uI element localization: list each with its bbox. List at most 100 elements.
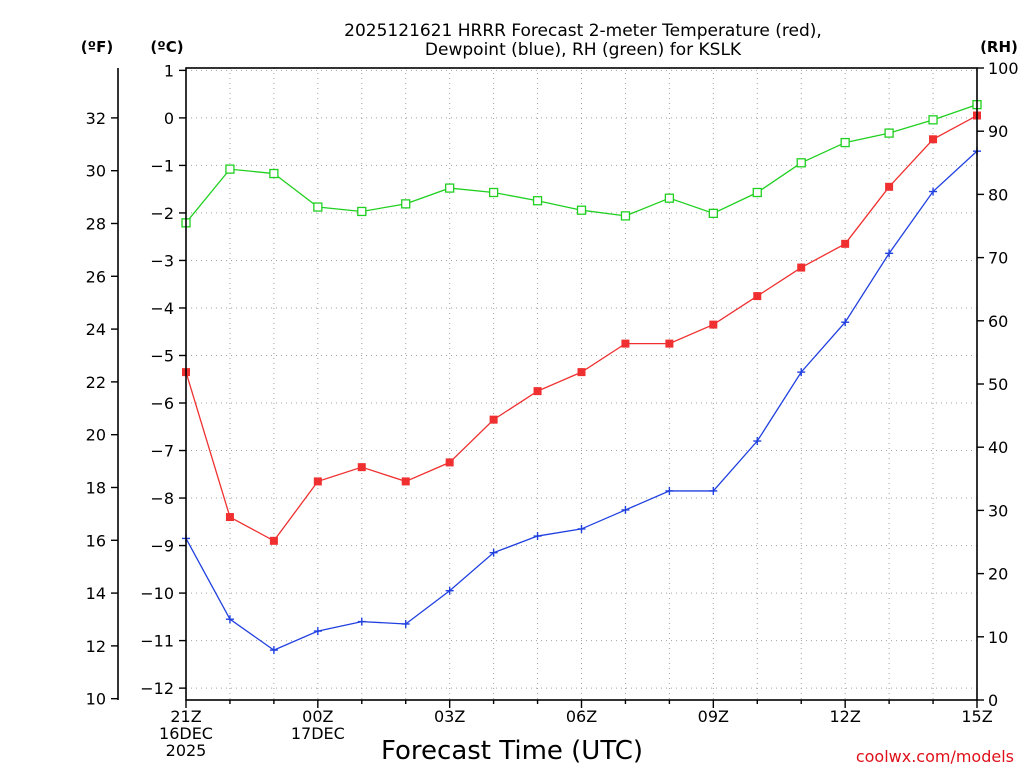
rh-point — [313, 202, 323, 212]
rh-tick-label: 80 — [988, 185, 1008, 204]
x-tick-label: 06Z — [566, 707, 597, 726]
axes-layer: 32302826242220181614121010−1−2−3−4−5−6−7… — [86, 59, 1019, 760]
dewpoint-point — [665, 486, 674, 495]
temperature-point — [357, 463, 366, 472]
rh-point — [269, 168, 279, 179]
celsius-axis-label: (ºC) — [150, 38, 183, 56]
rh-point — [752, 187, 762, 198]
temperature-point — [885, 182, 894, 191]
fahrenheit-tick-label: 30 — [86, 162, 106, 181]
dewpoint-point — [313, 627, 322, 636]
celsius-tick-label: 1 — [164, 61, 174, 80]
rh-point — [532, 196, 543, 206]
chart-title-line1: 2025121621 HRRR Forecast 2-meter Tempera… — [344, 21, 822, 41]
rh-tick-label: 90 — [988, 122, 1008, 141]
x-tick-label: 2025 — [166, 741, 207, 760]
rh-axis-label: (RH) — [980, 38, 1018, 56]
celsius-tick-label: −4 — [150, 299, 174, 318]
fahrenheit-tick-label: 16 — [86, 531, 106, 550]
rh-point — [357, 206, 367, 217]
x-tick-label: 15Z — [961, 707, 992, 726]
dewpoint-point — [841, 318, 850, 327]
x-tick-label: 00Z — [302, 707, 333, 726]
temperature-point — [533, 387, 542, 396]
dewpoint-point — [577, 524, 586, 533]
rh-tick-label: 10 — [988, 628, 1008, 647]
dewpoint-point — [709, 486, 718, 495]
dewpoint-point — [357, 617, 366, 626]
temperature-point — [401, 477, 410, 486]
chart-title-line2: Dewpoint (blue), RH (green) for KSLK — [425, 40, 742, 60]
x-tick-label: 03Z — [434, 707, 465, 726]
dewpoint-point — [621, 505, 630, 514]
fahrenheit-tick-label: 18 — [86, 478, 106, 497]
rh-point — [840, 137, 850, 148]
rh-tick-label: 70 — [988, 249, 1008, 268]
rh-point — [796, 158, 806, 168]
fahrenheit-tick-label: 32 — [86, 109, 106, 128]
celsius-tick-label: −6 — [150, 394, 174, 413]
x-axis-title: Forecast Time (UTC) — [381, 736, 643, 766]
x-tick-label: 09Z — [698, 707, 729, 726]
celsius-tick-label: −12 — [140, 679, 174, 698]
celsius-tick-label: 0 — [164, 109, 174, 128]
dewpoint-point — [401, 619, 410, 628]
temperature-point — [929, 135, 938, 144]
rh-tick-label: 100 — [988, 59, 1019, 78]
celsius-tick-label: −2 — [150, 204, 174, 223]
celsius-tick-label: −8 — [150, 489, 174, 508]
rh-point — [445, 183, 455, 193]
fahrenheit-tick-label: 28 — [86, 214, 106, 233]
x-tick-label: 21Z — [170, 707, 201, 726]
fahrenheit-tick-label: 22 — [86, 373, 106, 392]
fahrenheit-tick-label: 26 — [86, 267, 106, 286]
temperature-point — [841, 239, 850, 248]
dewpoint-point — [753, 437, 762, 446]
rh-point — [576, 205, 587, 215]
dewpoint-point — [489, 548, 498, 557]
rh-point — [488, 187, 499, 198]
dewpoint-point — [797, 368, 806, 377]
temperature-point — [709, 320, 718, 329]
celsius-tick-label: −10 — [140, 584, 174, 603]
fahrenheit-axis-label: (ºF) — [81, 38, 113, 56]
celsius-tick-label: −3 — [150, 251, 174, 270]
rh-tick-label: 30 — [988, 501, 1008, 520]
fahrenheit-tick-label: 14 — [86, 584, 106, 603]
rh-tick-label: 60 — [988, 312, 1008, 331]
fahrenheit-tick-label: 10 — [86, 690, 106, 709]
celsius-tick-label: −9 — [150, 537, 174, 556]
dewpoint-point — [225, 615, 234, 624]
temperature-point — [225, 513, 234, 522]
celsius-tick-label: −1 — [150, 156, 174, 175]
rh-point — [884, 128, 894, 138]
fahrenheit-tick-label: 24 — [86, 320, 106, 339]
rh-point — [708, 208, 718, 219]
celsius-tick-label: −7 — [150, 442, 174, 461]
temperature-point — [665, 339, 674, 348]
fahrenheit-tick-label: 20 — [86, 426, 106, 445]
rh-point — [664, 193, 675, 203]
rh-point — [225, 164, 235, 174]
dewpoint-point — [269, 646, 278, 655]
rh-tick-label: 40 — [988, 438, 1008, 457]
temperature-point — [489, 415, 498, 424]
temperature-point — [269, 536, 278, 545]
temperature-point — [313, 477, 322, 486]
dewpoint-point — [533, 532, 542, 541]
dewpoint-point — [445, 586, 454, 595]
temperature-point — [621, 339, 630, 348]
temperature-point — [577, 368, 586, 377]
dewpoint-point — [929, 187, 938, 196]
temperature-point — [753, 292, 762, 301]
rh-tick-label: 0 — [988, 691, 998, 710]
rh-point — [620, 211, 631, 221]
x-tick-label: 16DEC — [159, 724, 213, 743]
credit-text: coolwx.com/models — [856, 747, 1014, 766]
rh-tick-label: 50 — [988, 375, 1008, 394]
rh-tick-label: 20 — [988, 565, 1008, 584]
temperature-point — [445, 458, 454, 467]
dewpoint-point — [885, 249, 894, 258]
celsius-tick-label: −11 — [140, 632, 174, 651]
